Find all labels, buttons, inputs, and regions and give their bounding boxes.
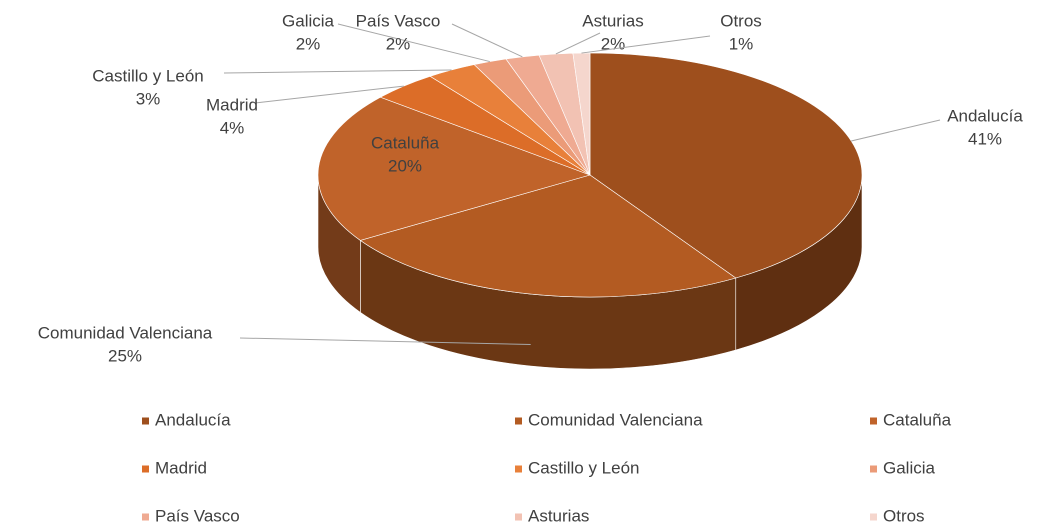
legend-label: Castillo y León <box>528 458 640 477</box>
legend-marker <box>515 465 522 473</box>
data-label-value: 25% <box>108 346 142 365</box>
legend-marker <box>142 417 149 425</box>
data-label-value: 2% <box>296 34 321 53</box>
data-label-value: 2% <box>601 34 626 53</box>
legend-label: Madrid <box>155 458 207 477</box>
data-label-value: 20% <box>388 156 422 175</box>
data-label-name: Castillo y León <box>92 66 204 85</box>
legend-marker <box>515 417 522 425</box>
data-label-name: País Vasco <box>356 11 441 30</box>
legend-label: Asturias <box>528 506 589 525</box>
leader-line <box>555 32 601 55</box>
legend-marker <box>142 465 149 473</box>
legend-marker <box>870 465 877 473</box>
data-label-name: Cataluña <box>371 133 440 152</box>
pie-slice <box>359 174 737 298</box>
data-label-name: Galicia <box>282 11 335 30</box>
data-label-value: 2% <box>386 34 411 53</box>
data-label-name: Comunidad Valenciana <box>38 323 213 342</box>
legend-label: Andalucía <box>155 410 231 429</box>
legend-label: Galicia <box>883 458 936 477</box>
data-label-name: Andalucía <box>947 106 1023 125</box>
leader-line <box>851 119 941 142</box>
legend-marker <box>870 417 877 425</box>
legend-label: Comunidad Valenciana <box>528 410 703 429</box>
leader-line <box>337 23 490 63</box>
data-label-name: Madrid <box>206 95 258 114</box>
leader-line <box>223 69 452 74</box>
leader-line <box>581 35 711 54</box>
legend-marker <box>142 513 149 521</box>
data-label-value: 4% <box>220 118 245 137</box>
legend-marker <box>870 513 877 521</box>
leader-line <box>451 23 523 58</box>
legend-label: Cataluña <box>883 410 952 429</box>
legend-marker <box>515 513 522 521</box>
legend-label: País Vasco <box>155 506 240 525</box>
data-label-value: 3% <box>136 89 161 108</box>
data-label-name: Otros <box>720 11 762 30</box>
data-label-value: 41% <box>968 129 1002 148</box>
data-label-value: 1% <box>729 34 754 53</box>
leader-line <box>254 85 404 104</box>
pie-slice <box>317 96 591 241</box>
leader-line <box>239 337 531 345</box>
pie-slice <box>589 52 863 279</box>
data-label-name: Asturias <box>582 11 643 30</box>
legend-label: Otros <box>883 506 925 525</box>
